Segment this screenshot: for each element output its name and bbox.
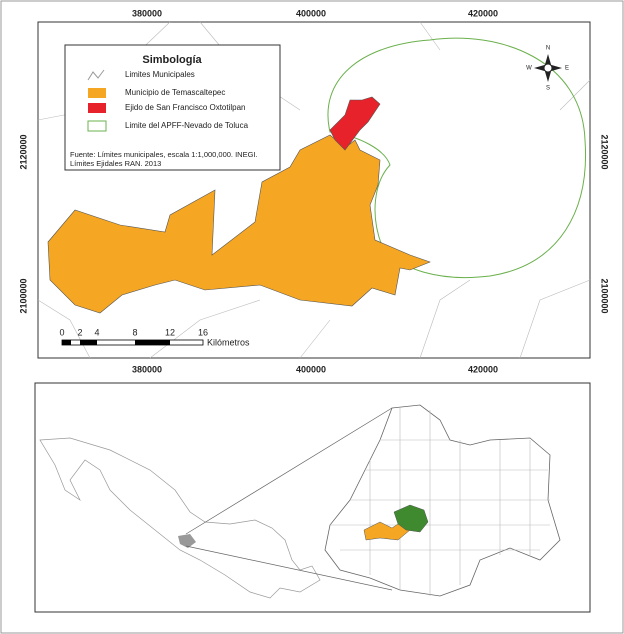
compass-label: W: [526, 66, 532, 72]
apff-boundary: [327, 37, 587, 279]
compass-label: E: [565, 66, 569, 72]
legend-item: Limite del APFF-Nevado de Toluca: [125, 121, 249, 130]
legend-item: Municipio de Temascaltepec: [125, 88, 225, 97]
inset-connector: [185, 407, 393, 591]
compass: N S E W: [526, 46, 569, 92]
x-tick-label: 400000: [296, 364, 326, 374]
state-outline: [324, 404, 561, 597]
scale-unit: Kilómetros: [207, 337, 250, 347]
legend-item: Ejido de San Francisco Oxtotilpan: [125, 103, 246, 112]
y-tick-label: 2120000: [18, 134, 28, 169]
scale-label: 12: [165, 327, 175, 337]
municipio-temascaltepec: [47, 134, 431, 314]
scale-label: 8: [132, 327, 137, 337]
scale-label: 0: [59, 327, 64, 337]
state-municipal-lines: [330, 408, 550, 596]
y-tick-label: 2100000: [18, 278, 28, 313]
x-tick-label: 380000: [132, 8, 162, 18]
inset-apff: [393, 504, 429, 533]
mexico-outline: [39, 437, 321, 599]
y-tick-label: 2120000: [600, 134, 610, 169]
legend-title: Simbología: [142, 54, 202, 66]
ejido-oxtotilpan: [329, 96, 381, 151]
inset-highlight: [178, 534, 196, 548]
compass-label: N: [546, 46, 550, 52]
y-tick-label: 2100000: [600, 278, 610, 313]
x-tick-label: 420000: [468, 364, 498, 374]
legend-symbol: [87, 120, 107, 132]
coordinate-ticks: 380000 400000 420000 380000 400000 42000…: [18, 8, 609, 374]
scale-label: 4: [94, 327, 99, 337]
legend-symbol: [88, 88, 106, 98]
scale-bar: 0 2 4 8 12 16 Kilómetros: [59, 327, 250, 347]
x-tick-label: 380000: [132, 364, 162, 374]
compass-label: S: [546, 86, 550, 92]
x-tick-label: 400000: [296, 8, 326, 18]
scale-label: 16: [198, 327, 208, 337]
scale-label: 2: [77, 327, 82, 337]
legend-symbol: [88, 103, 106, 113]
x-tick-label: 420000: [468, 8, 498, 18]
legend-symbol: [87, 69, 105, 81]
source-note: Límites Ejidales RAN. 2013: [70, 159, 161, 168]
legend-item: Limites Municipales: [125, 70, 195, 79]
source-note: Fuente: Límites municipales, escala 1:1,…: [70, 150, 258, 159]
